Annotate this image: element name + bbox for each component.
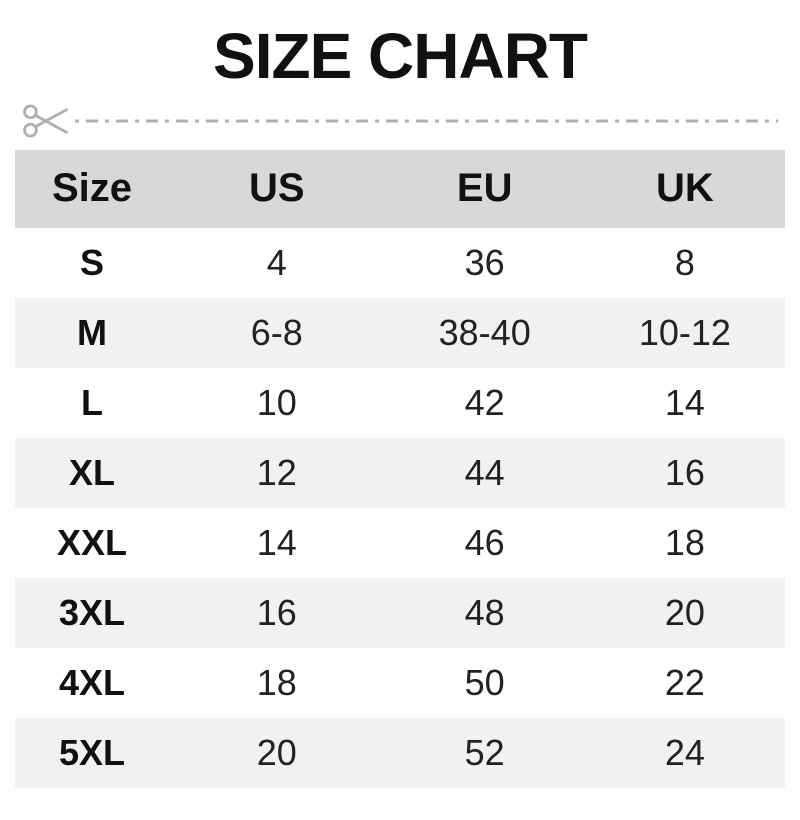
us-value: 14: [256, 521, 297, 563]
table-row: 3XL 16 48 20: [15, 577, 785, 648]
column-header-uk: UK: [584, 149, 785, 228]
uk-value: 22: [664, 661, 705, 703]
uk-value: 8: [674, 241, 695, 283]
us-value: 12: [256, 451, 297, 493]
us-value: 6-8: [250, 311, 303, 353]
table-row: L 10 42 14: [15, 367, 785, 438]
us-value: 4: [266, 241, 287, 283]
us-value: 10: [256, 381, 297, 423]
size-label: XXL: [56, 521, 127, 563]
us-value: 16: [256, 591, 297, 633]
size-table: Size US EU UK S 4 36 8 M 6-8 38-40 10-12…: [15, 149, 785, 788]
size-label: L: [81, 381, 103, 423]
eu-value: 52: [464, 731, 505, 773]
table-row: 4XL 18 50 22: [15, 647, 785, 718]
eu-value: 44: [464, 451, 505, 493]
uk-value: 10-12: [638, 311, 731, 353]
size-label: XL: [68, 451, 115, 493]
size-label: S: [79, 241, 104, 283]
uk-value: 16: [664, 451, 705, 493]
table-row: XL 12 44 16: [15, 437, 785, 508]
eu-value: 50: [464, 661, 505, 703]
eu-value: 38-40: [438, 311, 531, 353]
eu-value: 42: [464, 381, 505, 423]
table-row: S 4 36 8: [15, 227, 785, 298]
eu-value: 48: [464, 591, 505, 633]
table-row: 5XL 20 52 24: [15, 717, 785, 788]
size-label: M: [77, 311, 107, 353]
uk-value: 14: [664, 381, 705, 423]
table-row: M 6-8 38-40 10-12: [15, 297, 785, 368]
column-header-eu: EU: [384, 149, 585, 228]
column-header-size: Size: [15, 149, 169, 228]
cut-line: [22, 100, 778, 142]
dashed-cut-line: [75, 119, 778, 123]
table-header-row: Size US EU UK: [15, 149, 785, 228]
column-header-us: US: [169, 149, 385, 228]
uk-value: 24: [664, 731, 705, 773]
scissors-icon: [23, 104, 68, 138]
uk-value: 18: [664, 521, 705, 563]
table-row: XXL 14 46 18: [15, 507, 785, 578]
uk-value: 20: [664, 591, 705, 633]
us-value: 20: [256, 731, 297, 773]
eu-value: 46: [464, 521, 505, 563]
eu-value: 36: [464, 241, 505, 283]
size-label: 5XL: [58, 731, 126, 773]
page-title: SIZE CHART: [213, 20, 588, 92]
size-label: 3XL: [58, 591, 126, 633]
size-chart-page: SIZE CHART Size US EU UK S 4 36: [0, 20, 800, 788]
size-label: 4XL: [58, 661, 126, 703]
us-value: 18: [256, 661, 297, 703]
